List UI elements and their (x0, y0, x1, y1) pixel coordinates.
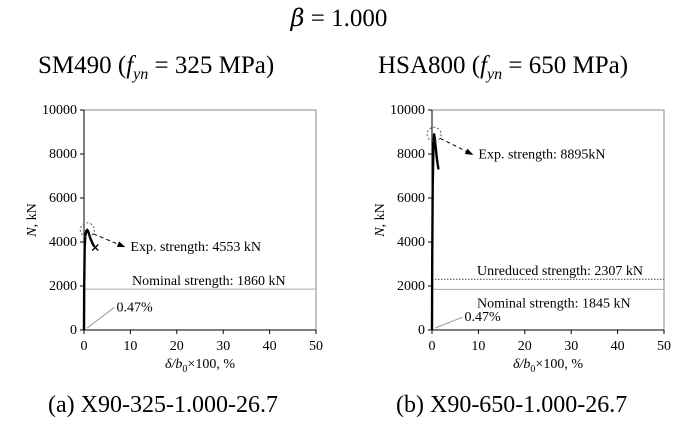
left-panel-title: SM490 (fyn = 325 MPa) (38, 52, 275, 83)
beta-value: 1.000 (331, 5, 388, 32)
exp-strength-label: Exp. strength: 8895kN (478, 147, 605, 162)
y-tick-label: 4000 (49, 235, 77, 250)
exp-strength-circle (79, 222, 95, 238)
beta-heading: β = 1.000 (0, 4, 678, 33)
failure-marker (91, 244, 99, 251)
unreduced-strength-label: Unreduced strength: 2307 kN (477, 264, 643, 279)
y-tick-label: 4000 (397, 235, 425, 250)
x-tick-label: 40 (611, 339, 625, 354)
x-tick-label: 40 (263, 339, 277, 354)
x-tick-label: 20 (518, 339, 532, 354)
y-tick-label: 8000 (397, 147, 425, 162)
plot-frame (83, 109, 317, 331)
x-tick-label: 30 (216, 339, 230, 354)
x-tick-label: 30 (564, 339, 578, 354)
x-tick-label: 20 (170, 339, 184, 354)
y-tick-label: 10000 (390, 103, 425, 118)
ratio-leader (434, 316, 463, 329)
x-tick-label: 0 (81, 339, 88, 354)
y-tick-label: 0 (418, 323, 425, 338)
exp-strength-arrow (93, 233, 126, 248)
y-axis-label: N, kN (373, 203, 388, 237)
exp-strength-circle (426, 126, 442, 142)
y-tick-label: 0 (70, 323, 77, 338)
right-panel-title: HSA800 (fyn = 650 MPa) (378, 52, 629, 83)
nominal-strength-label: Nominal strength: 1845 kN (477, 296, 631, 311)
x-tick-label: 50 (309, 339, 323, 354)
nominal-strength-label: Nominal strength: 1860 kN (132, 274, 286, 289)
x-axis-label: δ/b0×100, % (165, 357, 235, 375)
x-tick-label: 50 (657, 339, 671, 354)
y-tick-label: 10000 (42, 103, 77, 118)
beta-symbol: β (290, 4, 305, 32)
x-tick-label: 0 (429, 339, 436, 354)
exp-strength-label: Exp. strength: 4553 kN (130, 240, 261, 255)
y-tick-label: 2000 (49, 279, 77, 294)
exp-strength-arrow (439, 137, 474, 155)
beta-equals: = (304, 5, 332, 32)
ratio-label: 0.47% (116, 300, 153, 315)
y-tick-label: 8000 (49, 147, 77, 162)
y-tick-label: 6000 (397, 191, 425, 206)
y-tick-label: 2000 (397, 279, 425, 294)
right-chart: 0 2000 4000 6000 8000 10000 0 10 20 30 40 50 δ/b0×10… (373, 103, 671, 375)
x-tick-label: 10 (123, 339, 137, 354)
x-axis-label: δ/b0×100, % (513, 357, 583, 375)
x-tick-label: 10 (471, 339, 485, 354)
load-displacement-curve (430, 133, 440, 331)
ratio-leader (86, 306, 115, 329)
ratio-label: 0.47% (464, 310, 501, 325)
left-chart: 0 2000 4000 6000 8000 10000 0 10 20 30 40 50 δ/b0×10… (25, 103, 323, 375)
y-axis-label: N, kN (25, 203, 40, 237)
load-displacement-curve (82, 228, 96, 331)
y-tick-label: 6000 (49, 191, 77, 206)
left-caption: (a) X90-325-1.000-26.7 (48, 392, 278, 418)
right-caption: (b) X90-650-1.000-26.7 (396, 392, 628, 418)
